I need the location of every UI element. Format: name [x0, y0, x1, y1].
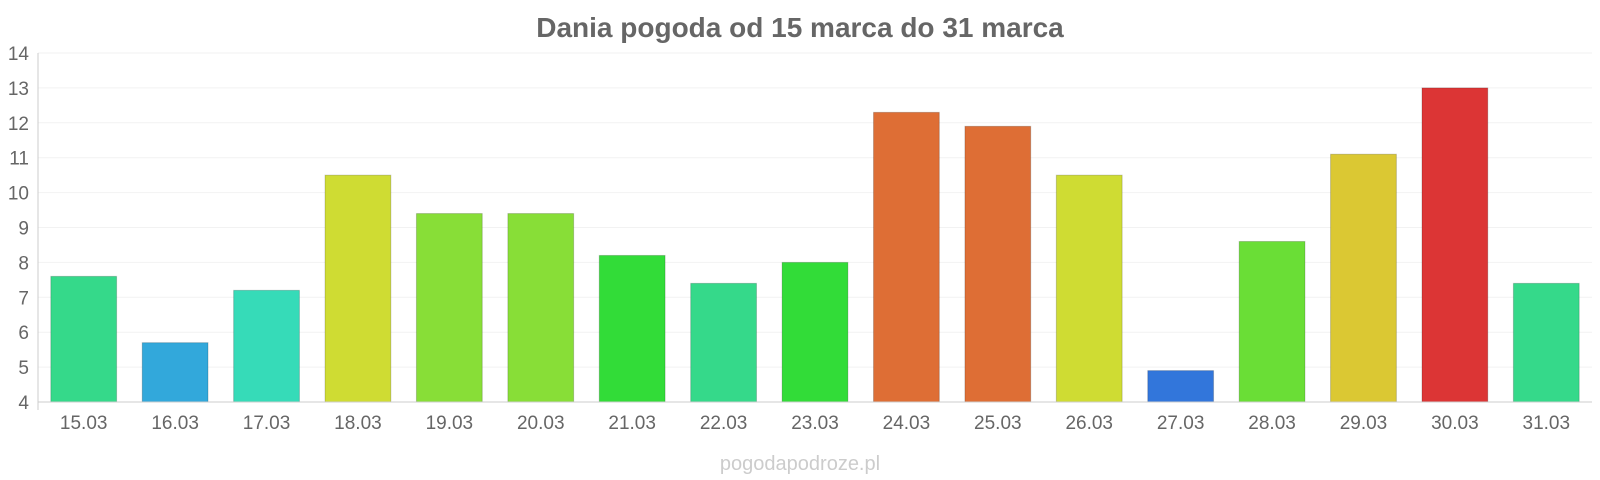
chart-title: Dania pogoda od 15 marca do 31 marca: [536, 12, 1064, 43]
bar-22.03[interactable]: [690, 282, 757, 403]
bar-18.03[interactable]: [324, 174, 392, 403]
x-tick-label: 28.03: [1248, 413, 1296, 434]
bar-16.03[interactable]: [141, 342, 209, 403]
bar-24.03[interactable]: [873, 111, 940, 403]
x-tick-label: 20.03: [517, 413, 565, 434]
x-tick-label: 24.03: [883, 413, 931, 434]
x-tick-label: 21.03: [608, 413, 656, 434]
bar-29.03[interactable]: [1330, 153, 1397, 403]
x-axis: 15.03 16.03 17.03 18.03 19.03 20.03 21.03 22.03…: [38, 401, 1592, 434]
x-tick-label: 17.03: [243, 413, 291, 434]
bar-26.03[interactable]: [1055, 174, 1123, 403]
bar-25.03[interactable]: [964, 125, 1032, 403]
bar-30.03[interactable]: [1421, 87, 1489, 403]
bar-15.03[interactable]: [50, 275, 118, 403]
y-axis: 4 5 6 7 8 9 10 11 12 13 14: [8, 44, 39, 414]
y-tick-label: 4: [18, 393, 29, 414]
y-tick-label: 6: [18, 323, 29, 344]
watermark: pogodapodroze.pl: [720, 453, 880, 475]
bar-20.03[interactable]: [507, 213, 575, 403]
bar-27.03[interactable]: [1147, 370, 1215, 403]
bar-21.03[interactable]: [598, 254, 666, 403]
y-tick-label: 12: [8, 114, 29, 135]
x-tick-label: 22.03: [700, 413, 748, 434]
bars: [50, 87, 1580, 403]
x-tick-label: 16.03: [151, 413, 199, 434]
bar-19.03[interactable]: [415, 213, 483, 403]
y-tick-label: 7: [18, 288, 29, 309]
bar-23.03[interactable]: [781, 261, 849, 403]
y-tick-label: 10: [8, 184, 29, 205]
y-tick-label: 11: [9, 149, 29, 170]
x-tick-label: 19.03: [426, 413, 474, 434]
x-tick-label: 25.03: [974, 413, 1022, 434]
x-tick-label: 29.03: [1340, 413, 1388, 434]
x-tick-label: 26.03: [1065, 413, 1113, 434]
y-tick-label: 14: [8, 44, 30, 65]
x-tick-label: 30.03: [1431, 413, 1479, 434]
x-tick-label: 15.03: [60, 413, 108, 434]
y-tick-label: 8: [18, 253, 29, 274]
x-tick-label: 18.03: [334, 413, 382, 434]
x-tick-label: 27.03: [1157, 413, 1205, 434]
y-tick-label: 13: [8, 79, 29, 100]
x-tick-label: 31.03: [1523, 413, 1571, 434]
bar-28.03[interactable]: [1238, 240, 1306, 403]
x-tick-label: 23.03: [791, 413, 839, 434]
y-tick-label: 5: [18, 358, 29, 379]
y-tick-label: 9: [18, 219, 29, 240]
bar-31.03[interactable]: [1512, 282, 1580, 403]
bar-17.03[interactable]: [233, 289, 300, 403]
